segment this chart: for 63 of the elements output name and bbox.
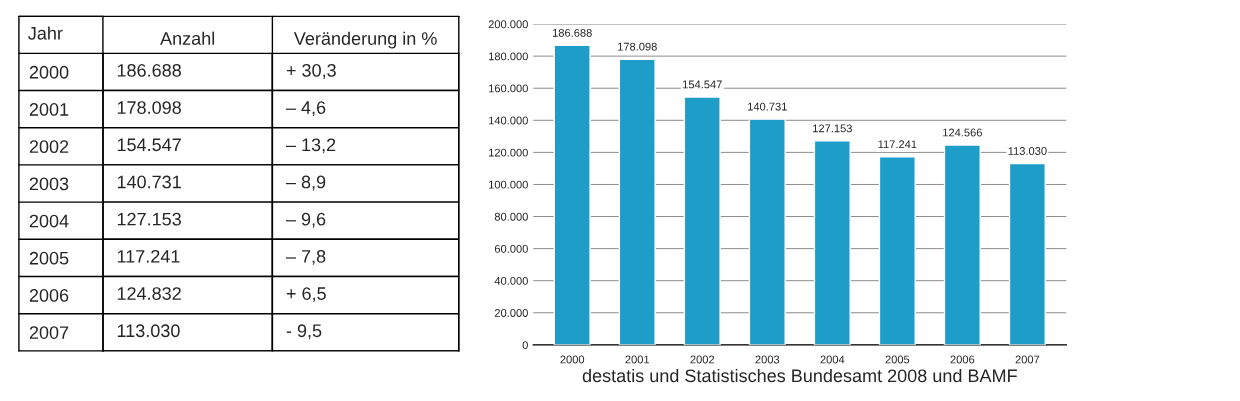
y-tick-label: 2006 (29, 289, 69, 302)
y-tick-label: 160.000 (489, 84, 528, 93)
y-tick-label: 0 (522, 341, 528, 349)
data-label: – 7,8 (285, 249, 326, 265)
y-tick-label: 120.000 (489, 148, 528, 157)
x-tick-label: Veränderung in % (293, 31, 437, 49)
data-label: 127.153 (813, 124, 852, 133)
x-tick-label: 2000 (560, 355, 585, 364)
bar (878, 156, 916, 345)
data-label: – 13,2 (285, 138, 336, 154)
data-label: 113.030 (1008, 147, 1047, 155)
x-tick-label: 2006 (950, 355, 975, 364)
data-label: 186.688 (117, 63, 181, 77)
y-tick-label: 140.000 (489, 116, 528, 125)
y-tick-label: 80.000 (494, 212, 528, 221)
y-tick-label: 2001 (29, 103, 69, 116)
data-label: 178.098 (618, 42, 657, 51)
x-tick-label: 2005 (885, 355, 910, 364)
data-label: 154.547 (683, 80, 722, 89)
y-axis-title: Jahr (28, 26, 63, 40)
y-tick-label: 2004 (29, 214, 69, 228)
x-tick-label: 2004 (820, 355, 845, 364)
y-tick-label: 180.000 (489, 52, 528, 61)
data-label: + 30,3 (286, 63, 336, 79)
data-label: 154.547 (117, 138, 181, 152)
data-label: 124.832 (117, 287, 181, 300)
data-label: 124.566 (943, 128, 982, 137)
data-label: 178.098 (117, 101, 181, 114)
x-tick-label: 2003 (755, 355, 780, 364)
data-label: – 9,6 (285, 212, 326, 228)
y-tick-label: 200.000 (488, 20, 528, 29)
bar (813, 140, 851, 345)
data-label: 117.241 (878, 140, 917, 149)
data-label: 127.153 (117, 212, 181, 226)
y-tick-label: 2007 (29, 326, 69, 339)
bar (683, 96, 721, 345)
data-label: 186.688 (552, 28, 592, 37)
x-tick-label: 2001 (625, 355, 650, 364)
data-label: – 8,9 (285, 175, 326, 191)
y-tick-label: 40.000 (494, 276, 528, 285)
y-tick-label: 2005 (29, 251, 69, 265)
bar (748, 118, 786, 345)
y-tick-label: 60.000 (494, 244, 528, 253)
data-label: 117.241 (117, 249, 180, 263)
x-tick-label: 2007 (1015, 355, 1040, 364)
y-tick-label: 2002 (29, 140, 69, 154)
data-label: 140.731 (117, 175, 181, 189)
bar (943, 144, 981, 345)
data-label: – 4,6 (285, 101, 326, 117)
y-tick-label: 2003 (29, 177, 69, 191)
y-tick-label: 20.000 (494, 309, 528, 317)
bar (618, 58, 656, 345)
text: destatis und Statistisches Bundesamt 2008 und BAMF (582, 368, 1017, 383)
y-tick-label: 100.000 (489, 180, 528, 189)
data-label: + 6,5 (286, 287, 326, 303)
data-label: - 9,5 (286, 324, 322, 340)
bar (553, 44, 591, 345)
data-label: 140.731 (748, 102, 787, 111)
x-tick-label: Anzahl (160, 31, 215, 45)
y-tick-label: 2000 (29, 65, 69, 79)
bar (1008, 162, 1046, 345)
data-label: 113.030 (117, 324, 180, 338)
x-tick-label: 2002 (690, 355, 715, 364)
